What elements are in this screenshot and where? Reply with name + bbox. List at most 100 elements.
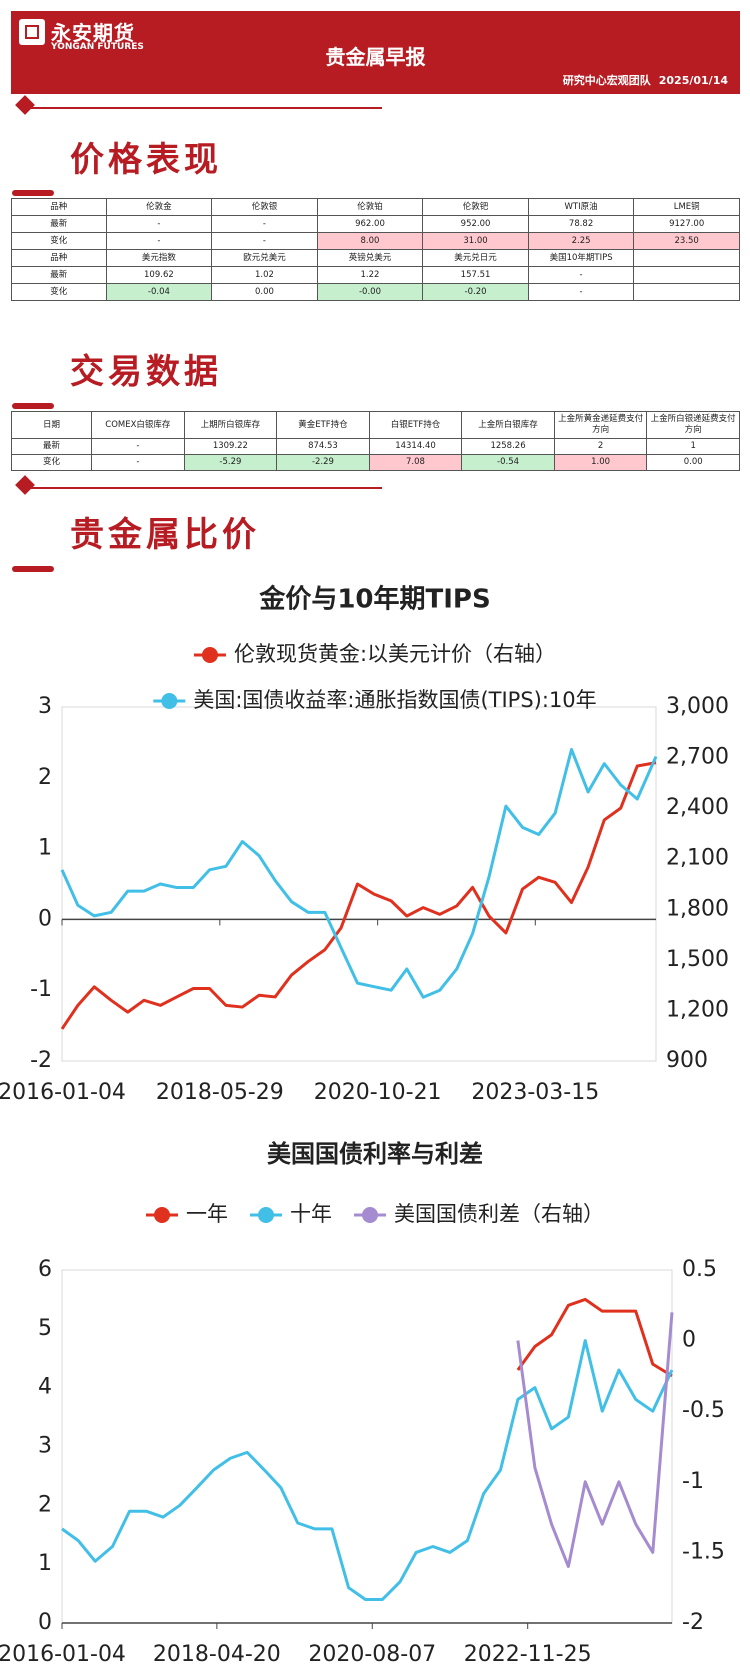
section-bar <box>12 403 54 409</box>
x-tick-label: 2016-01-04 <box>0 1080 126 1105</box>
y2-tick-label: -1.5 <box>682 1539 725 1564</box>
y-tick-label: 2 <box>38 1492 52 1517</box>
y-tick-label: 6 <box>38 1257 52 1282</box>
table-cell: - <box>91 438 185 455</box>
y2-tick-label: -1 <box>682 1469 704 1494</box>
divider <box>20 107 382 109</box>
table-cell: 英镑兑美元 <box>316 249 424 267</box>
legend-marker <box>362 1207 378 1223</box>
legend-marker <box>154 1207 170 1223</box>
table-cell: 美国10年期TIPS <box>527 249 635 267</box>
table-cell: - <box>527 283 635 301</box>
table-cell: 952.00 <box>422 215 529 233</box>
chart: 美国国债利率与利差 0 1 2 3 4 5 6 -2 -1.5 -1 -0.5 0 0.5 2016-01-… <box>0 1140 725 1667</box>
table-cell: 品种 <box>11 249 107 267</box>
y2-tick-label: 1,500 <box>666 947 729 972</box>
table-cell: 白银ETF持仓 <box>368 411 463 439</box>
table-cell: 874.53 <box>276 438 370 455</box>
legend-item: 伦敦现货黄金:以美元计价（右轴） <box>193 642 556 666</box>
report-meta: 研究中心宏观团队 2025/01/14 <box>563 72 728 88</box>
table-cell: 8.00 <box>316 232 424 250</box>
y-tick-label: 2 <box>38 765 52 790</box>
table-cell: 欧元兑美元 <box>211 249 318 267</box>
table-cell: 1.22 <box>316 266 424 284</box>
table-cell: 1.00 <box>553 454 648 471</box>
legend-item: 一年 <box>146 1202 228 1226</box>
team: 研究中心宏观团队 <box>562 74 651 87</box>
legend-label: 美国国债利差（右轴） <box>394 1202 604 1226</box>
table-row: 日期 COMEX白银库存 上期所白银库存 黄金ETF持仓 白银ETF持仓 上金所白银库存上… <box>10 411 740 439</box>
x-tick-label: 2018-04-20 <box>153 1642 281 1667</box>
table-cell: -0.54 <box>461 454 555 471</box>
table-cell <box>633 249 740 267</box>
y2-tick-label: 0.5 <box>682 1257 717 1282</box>
table-cell: WTI原油 <box>527 198 635 216</box>
table-cell <box>633 283 740 301</box>
table-cell: 上期所白银库存 <box>183 411 278 439</box>
table-cell: 9127.00 <box>633 215 740 233</box>
report-title: 贵金属早报 <box>325 45 426 69</box>
table-row: 最新 - -962.00 952.00 78.82 9127.00 <box>11 215 740 233</box>
table-row: 最新 109.62 1.02 1.22 157.51- <box>11 266 740 284</box>
table-row: 变化 - -8.00 31.00 2.25 23.50 <box>11 232 740 250</box>
divider <box>20 487 382 489</box>
table-cell: 上金所白银递延费支付方向 <box>646 411 740 439</box>
y-tick-label: 1 <box>38 1551 52 1576</box>
table-row: 最新 -1309.22 874.53 14314.40 1258.26 2 1 <box>10 438 740 455</box>
table-cell: -0.00 <box>316 283 424 301</box>
y2-tick-label: -0.5 <box>682 1398 725 1423</box>
y-tick-label: -2 <box>30 1048 52 1073</box>
table-cell: 日期 <box>10 411 93 439</box>
y2-tick-label: 900 <box>666 1048 708 1073</box>
table-cell: 上金所白银库存 <box>461 411 555 439</box>
table-cell: 伦敦铂 <box>316 198 424 216</box>
table-cell: -2.29 <box>276 454 370 471</box>
y2-tick-label: 1,800 <box>666 896 729 921</box>
y-tick-label: -1 <box>30 977 52 1002</box>
chart-title: 美国国债利率与利差 <box>267 1140 483 1168</box>
series-line <box>516 1297 673 1378</box>
report-header: 永安期货 YONGAN FUTURES 贵金属早报 研究中心宏观团队 2025/0… <box>11 11 740 94</box>
legend-item: 十年 <box>250 1202 332 1226</box>
table-cell <box>633 266 740 284</box>
table-cell: 黄金ETF持仓 <box>276 411 370 439</box>
series-line <box>60 761 657 1030</box>
legend-item: 美国国债利差（右轴） <box>354 1202 604 1226</box>
table-cell: -0.04 <box>105 283 213 301</box>
table-cell: 上金所黄金递延费支付方向 <box>553 411 648 439</box>
series-line <box>60 747 658 999</box>
table-cell: 1309.22 <box>183 438 278 455</box>
table-cell: 962.00 <box>316 215 424 233</box>
y-tick-label: 0 <box>38 1610 52 1635</box>
legend-marker <box>201 647 218 663</box>
table-cell: 伦敦金 <box>105 198 213 216</box>
section-bar <box>12 566 54 572</box>
trade-table: 日期 COMEX白银库存 上期所白银库存 黄金ETF持仓 白银ETF持仓 上金所白银库存上… <box>10 411 740 471</box>
table-cell: 变化 <box>10 454 93 471</box>
table-cell: 23.50 <box>633 232 740 250</box>
table-cell: 最新 <box>10 438 93 455</box>
legend-label: 一年 <box>186 1202 228 1226</box>
y2-tick-label: 0 <box>682 1328 696 1353</box>
table-cell: 157.51 <box>422 266 529 284</box>
y-tick-label: 1 <box>38 836 52 861</box>
table-cell: 109.62 <box>105 266 213 284</box>
table-row: 变化 -0.04 0.00 -0.00 -0.20- <box>11 283 740 301</box>
logo-en: YONGAN FUTURES <box>51 42 144 52</box>
series-line <box>61 1339 674 1601</box>
legend-marker <box>161 693 178 709</box>
y-tick-label: 4 <box>38 1375 52 1400</box>
plot-area <box>61 1269 673 1624</box>
table-cell: - <box>211 232 318 250</box>
chart: 金价与10年期TIPS -2 -1 0 1 2 3 900 1,200 1,500 1,800 2,1… <box>0 584 729 1106</box>
table-cell: 伦敦银 <box>211 198 318 216</box>
table-cell: - <box>527 266 635 284</box>
x-tick-label: 2016-01-04 <box>0 1642 126 1667</box>
table-cell: 最新 <box>11 215 107 233</box>
table-cell: COMEX白银库存 <box>91 411 185 439</box>
section-title: 贵金属比价 <box>70 515 260 555</box>
x-tick-label: 2022-11-25 <box>464 1642 592 1667</box>
table-cell: 2.25 <box>527 232 635 250</box>
legend-label: 美国:国债收益率:通胀指数国债(TIPS):10年 <box>193 688 596 712</box>
